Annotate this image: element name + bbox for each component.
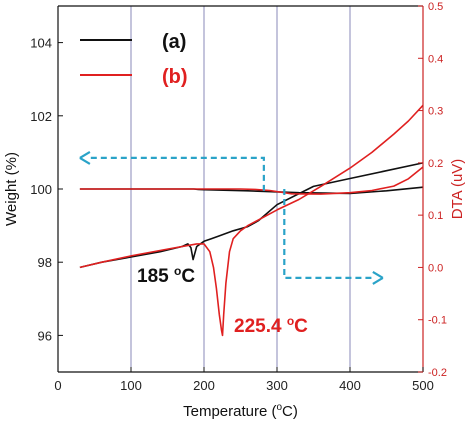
y-right-tick-label-0.2: 0.2 <box>428 158 443 170</box>
arrow-left-dashed <box>89 156 265 191</box>
y-right-tick-label-0.3: 0.3 <box>428 106 443 118</box>
legend-label-1: (b) <box>162 66 188 88</box>
y-left-tick-label-100: 100 <box>30 182 52 197</box>
legend-label-0: (a) <box>162 31 186 53</box>
annotation-1: 225.4 oC <box>234 314 308 337</box>
x-tick-label-200: 200 <box>193 378 215 393</box>
y-right-tick-label-0.4: 0.4 <box>428 53 443 65</box>
x-tick-label-0: 0 <box>54 378 61 393</box>
y-left-tick-label-104: 104 <box>30 36 52 51</box>
series-line-b-left <box>79 166 424 195</box>
arrow-right-head <box>372 270 384 285</box>
y-right-tick-label-0.1: 0.1 <box>428 210 443 222</box>
y-right-tick-label-0.5: 0.5 <box>428 1 443 13</box>
y-left-tick-label-96: 96 <box>38 328 52 343</box>
y-right-tick-label--0.2: -0.2 <box>428 367 447 379</box>
x-tick-label-500: 500 <box>412 378 434 393</box>
y-axis-title-right: DTA (uV) <box>449 159 466 220</box>
y-right-tick-label-0.0: 0.0 <box>428 262 443 274</box>
arrow-right-dashed <box>283 189 373 279</box>
arrow-left-head <box>79 150 91 165</box>
x-tick-label-100: 100 <box>120 378 142 393</box>
y-left-tick-label-98: 98 <box>38 255 52 270</box>
x-tick-label-400: 400 <box>339 378 361 393</box>
series-line-b-right <box>79 104 424 337</box>
y-left-tick-label-102: 102 <box>30 109 52 124</box>
x-axis-title: Temperature (oC) <box>183 402 298 420</box>
annotation-0: 185 oC <box>137 264 195 287</box>
x-tick-label-300: 300 <box>266 378 288 393</box>
y-axis-title-left: Weight (%) <box>3 152 20 226</box>
y-right-tick-label--0.1: -0.1 <box>428 315 447 327</box>
series-line-a-right <box>79 162 424 269</box>
